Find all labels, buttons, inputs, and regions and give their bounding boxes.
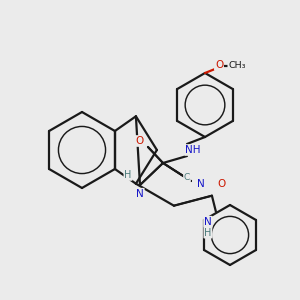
Text: C: C bbox=[184, 172, 190, 182]
Text: H: H bbox=[204, 228, 211, 238]
Text: O: O bbox=[136, 136, 144, 146]
Text: N: N bbox=[136, 189, 144, 199]
Text: O: O bbox=[218, 179, 226, 189]
Text: O: O bbox=[215, 60, 223, 70]
Text: NH: NH bbox=[185, 145, 201, 155]
Text: H: H bbox=[124, 170, 132, 180]
Text: CH₃: CH₃ bbox=[228, 61, 246, 70]
Text: N: N bbox=[204, 217, 212, 227]
Text: N: N bbox=[197, 179, 205, 189]
